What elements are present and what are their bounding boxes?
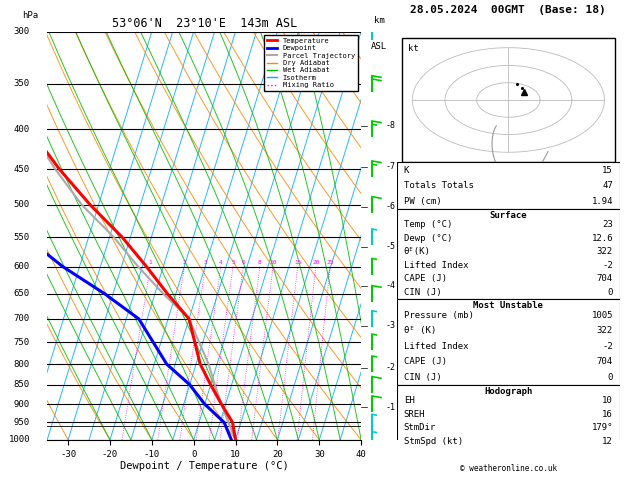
Text: 16: 16 <box>602 410 613 418</box>
Text: -5: -5 <box>386 243 396 251</box>
Text: 28.05.2024  00GMT  (Base: 18): 28.05.2024 00GMT (Base: 18) <box>411 5 606 15</box>
Text: © weatheronline.co.uk: © weatheronline.co.uk <box>460 464 557 473</box>
Text: CAPE (J): CAPE (J) <box>404 357 447 366</box>
Text: Most Unstable: Most Unstable <box>474 301 543 310</box>
Text: -2: -2 <box>386 363 396 372</box>
X-axis label: Dewpoint / Temperature (°C): Dewpoint / Temperature (°C) <box>120 461 289 471</box>
Legend: Temperature, Dewpoint, Parcel Trajectory, Dry Adiabat, Wet Adiabat, Isotherm, Mi: Temperature, Dewpoint, Parcel Trajectory… <box>264 35 358 91</box>
Text: 0: 0 <box>608 373 613 382</box>
Text: 650: 650 <box>14 289 30 298</box>
Text: 10: 10 <box>269 260 277 264</box>
Text: Hodograph: Hodograph <box>484 387 533 396</box>
Text: Surface: Surface <box>489 211 527 220</box>
Text: 322: 322 <box>597 247 613 256</box>
Text: hPa: hPa <box>22 11 38 20</box>
Text: StmDir: StmDir <box>404 423 436 432</box>
Text: 350: 350 <box>14 79 30 88</box>
Text: Lifted Index: Lifted Index <box>404 261 469 270</box>
Text: 700: 700 <box>14 314 30 323</box>
Text: 2: 2 <box>182 260 186 264</box>
Text: 10: 10 <box>602 396 613 405</box>
Text: 15: 15 <box>294 260 301 264</box>
Text: 23: 23 <box>602 220 613 229</box>
Text: 800: 800 <box>14 360 30 369</box>
Text: 704: 704 <box>597 274 613 283</box>
Text: 900: 900 <box>14 399 30 409</box>
Text: 500: 500 <box>14 200 30 209</box>
Text: CIN (J): CIN (J) <box>404 373 442 382</box>
Text: Pressure (mb): Pressure (mb) <box>404 311 474 320</box>
Text: Temp (°C): Temp (°C) <box>404 220 452 229</box>
Text: K: K <box>404 166 409 174</box>
Text: 950: 950 <box>14 418 30 427</box>
Text: 4: 4 <box>219 260 223 264</box>
Text: -4: -4 <box>386 281 396 290</box>
Text: 20: 20 <box>312 260 320 264</box>
Bar <box>397 162 620 209</box>
Text: ASL: ASL <box>371 42 387 51</box>
Text: 6: 6 <box>242 260 245 264</box>
Text: -2: -2 <box>602 342 613 351</box>
Text: 550: 550 <box>14 233 30 242</box>
Bar <box>401 38 615 162</box>
Text: θᴱ (K): θᴱ (K) <box>404 327 436 335</box>
Text: 0: 0 <box>608 288 613 297</box>
Text: 750: 750 <box>14 338 30 347</box>
Text: Dewp (°C): Dewp (°C) <box>404 234 452 243</box>
Bar <box>397 385 620 448</box>
Text: 850: 850 <box>14 380 30 389</box>
Text: -2: -2 <box>602 261 613 270</box>
Text: 300: 300 <box>14 27 30 36</box>
Text: km: km <box>374 17 384 25</box>
Text: -8: -8 <box>386 121 396 130</box>
Text: CIN (J): CIN (J) <box>404 288 442 297</box>
Text: -1: -1 <box>386 402 396 412</box>
Text: 15: 15 <box>602 166 613 174</box>
Text: 5: 5 <box>231 260 235 264</box>
Text: 704: 704 <box>597 357 613 366</box>
Text: 8: 8 <box>258 260 262 264</box>
Text: EH: EH <box>404 396 415 405</box>
Text: 600: 600 <box>14 262 30 271</box>
Bar <box>397 299 620 385</box>
Text: 12: 12 <box>602 437 613 446</box>
Text: Lifted Index: Lifted Index <box>404 342 469 351</box>
Text: 12.6: 12.6 <box>591 234 613 243</box>
Bar <box>397 209 620 299</box>
Text: -3: -3 <box>386 321 396 330</box>
Text: 47: 47 <box>602 181 613 190</box>
Text: 1005: 1005 <box>591 311 613 320</box>
Text: SREH: SREH <box>404 410 425 418</box>
Text: -6: -6 <box>386 202 396 211</box>
Title: 53°06'N  23°10'E  143m ASL: 53°06'N 23°10'E 143m ASL <box>111 17 297 31</box>
Text: 450: 450 <box>14 165 30 174</box>
Text: -7: -7 <box>386 162 396 171</box>
Text: 1: 1 <box>148 260 152 264</box>
Text: 3: 3 <box>204 260 207 264</box>
Text: kt: kt <box>408 44 419 53</box>
Text: 400: 400 <box>14 124 30 134</box>
Text: Totals Totals: Totals Totals <box>404 181 474 190</box>
Text: 322: 322 <box>597 327 613 335</box>
Text: 25: 25 <box>326 260 334 264</box>
Text: 1000: 1000 <box>8 435 30 444</box>
Text: 1.94: 1.94 <box>591 197 613 206</box>
Text: CAPE (J): CAPE (J) <box>404 274 447 283</box>
Text: θᴱ(K): θᴱ(K) <box>404 247 431 256</box>
Text: PW (cm): PW (cm) <box>404 197 442 206</box>
Text: 179°: 179° <box>591 423 613 432</box>
Text: StmSpd (kt): StmSpd (kt) <box>404 437 463 446</box>
